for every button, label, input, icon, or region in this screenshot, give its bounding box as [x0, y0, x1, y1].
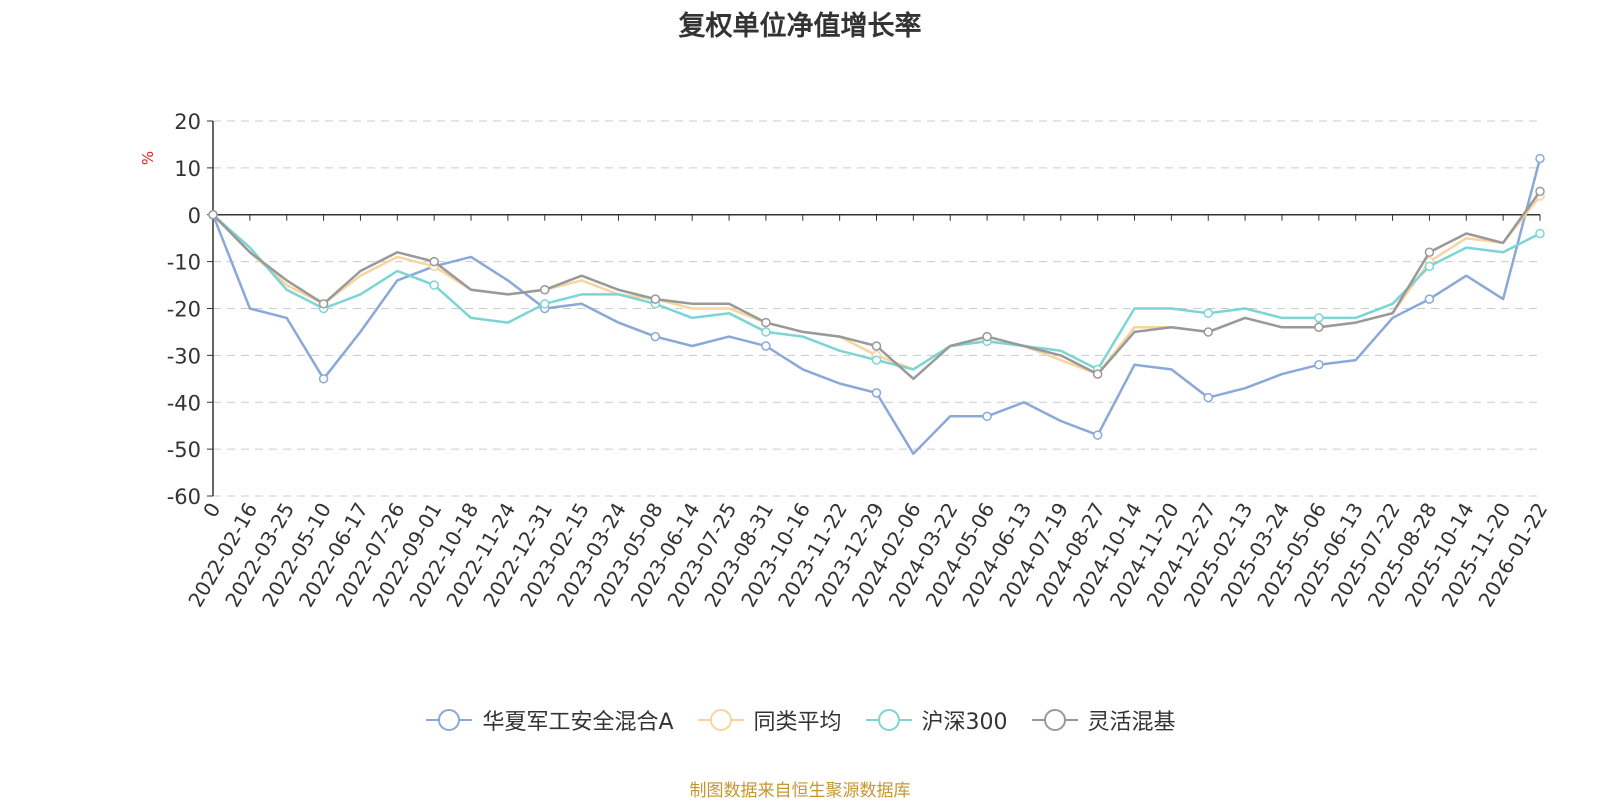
data-point [761, 317, 771, 328]
data-point [540, 285, 550, 295]
data-point [1424, 294, 1435, 304]
axes [207, 120, 1541, 497]
y-tick-label: 10 [174, 157, 201, 181]
legend-item[interactable]: 灵活混基 [1030, 704, 1176, 736]
chart-title: 复权单位净值增长率 [678, 11, 922, 42]
data-point [1535, 228, 1545, 239]
y-tick-label: 20 [174, 110, 201, 134]
data-point [871, 355, 882, 365]
y-tick-label: 0 [188, 204, 201, 228]
legend-item[interactable]: 沪深300 [864, 704, 1008, 736]
data-point [1424, 261, 1435, 272]
data-point [318, 299, 329, 309]
legend-item[interactable]: 华夏军工安全混合A [424, 704, 674, 736]
x-tick-label: 0 [198, 499, 225, 522]
data-point [429, 256, 439, 267]
data-point [429, 280, 439, 290]
legend-label: 华夏军工安全混合A [482, 710, 674, 735]
data-point [1314, 360, 1324, 370]
series-line [211, 158, 1542, 456]
data-point [1314, 322, 1324, 332]
legend-marker-icon [865, 709, 912, 731]
data-point [982, 411, 992, 422]
data-point [871, 388, 882, 398]
data-point [540, 299, 550, 309]
data-point [1203, 392, 1213, 403]
legend-label: 同类平均 [753, 710, 842, 735]
data-point [982, 331, 992, 342]
y-tick-label: -40 [167, 391, 201, 415]
source-note: 制图数据来自恒生聚源数据库 [689, 781, 911, 801]
legend-label: 沪深300 [921, 710, 1008, 735]
legend: 华夏军工安全混合A 同类平均 沪深300 灵活混基 [0, 704, 1600, 736]
y-tick-label: -30 [167, 344, 201, 368]
y-tick-label: -60 [167, 485, 201, 509]
data-point [208, 210, 218, 220]
legend-label: 灵活混基 [1087, 710, 1176, 735]
data-point [1535, 153, 1545, 164]
data-point [1203, 308, 1213, 318]
legend-marker-icon [1031, 709, 1078, 731]
legend-item[interactable]: 同类平均 [696, 704, 842, 736]
data-point [761, 327, 771, 337]
series-lines [208, 153, 1545, 456]
data-point [318, 374, 329, 384]
data-point [1092, 369, 1103, 379]
legend-marker-icon [426, 709, 473, 731]
y-tick-label: -10 [167, 251, 201, 275]
grid-lines [213, 120, 1540, 497]
data-point [1424, 247, 1435, 257]
y-tick-label: -20 [167, 298, 201, 322]
y-tick-label: -50 [167, 438, 201, 462]
data-point [1535, 186, 1545, 197]
legend-marker-icon [697, 709, 744, 731]
data-point [650, 331, 661, 342]
data-point [650, 294, 661, 304]
data-point [1092, 430, 1103, 440]
data-point [871, 341, 882, 351]
data-point [761, 341, 771, 351]
data-point [1314, 313, 1324, 323]
data-point [1203, 327, 1213, 337]
